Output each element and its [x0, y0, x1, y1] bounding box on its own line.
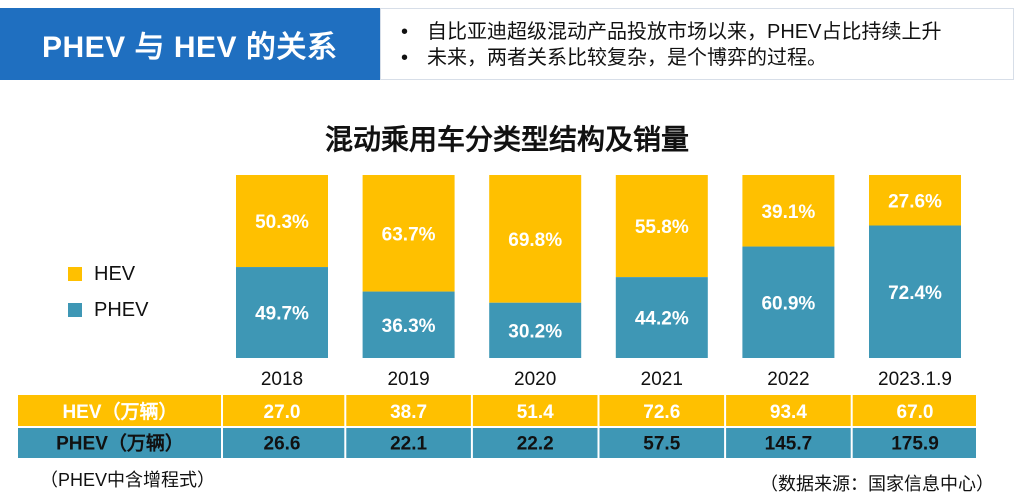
data-label-hev: 39.1%: [761, 202, 815, 223]
data-label-phev: 60.9%: [761, 293, 815, 314]
bar-phev: [489, 302, 582, 358]
bar-hev: [362, 175, 455, 292]
page-title: PHEV 与 HEV 的关系: [42, 31, 338, 64]
data-label-phev: 44.2%: [635, 309, 689, 330]
bar-hev: [615, 175, 708, 278]
table-row-label: PHEV（万辆）: [56, 432, 184, 455]
table-cell: 22.1: [390, 434, 427, 455]
footnote-left: （PHEV中含增程式）: [40, 470, 216, 490]
table-row-phev: [18, 427, 976, 458]
x-tick-label: 2018: [261, 369, 303, 390]
data-label-phev: 30.2%: [508, 321, 562, 342]
bullet-icon: •: [401, 21, 409, 43]
table-cell: 72.6: [643, 402, 680, 423]
bar-phev: [236, 267, 328, 358]
table-cell: 22.2: [517, 434, 554, 455]
table-cell: 27.0: [264, 402, 301, 423]
bar-phev: [362, 291, 455, 358]
bar-hev: [236, 175, 328, 268]
notes-box: • 自比亚迪超级混动产品投放市场以来，PHEV占比持续上升 • 未来，两者关系比较复…: [380, 8, 1014, 80]
x-tick-label: 2021: [641, 369, 683, 390]
table-row-hev: [18, 395, 976, 427]
table-cell: 38.7: [390, 402, 427, 423]
x-tick-label: 2023.1.9: [878, 369, 952, 390]
bar-hev: [742, 175, 835, 247]
legend-label-hev: HEV: [94, 262, 136, 285]
data-label-hev: 27.6%: [888, 191, 942, 212]
bar-phev: [615, 277, 708, 358]
legend-swatch-hev: [68, 267, 82, 281]
table-cell: 175.9: [891, 434, 939, 455]
legend-swatch-phev: [68, 303, 82, 317]
x-tick-label: 2019: [387, 369, 429, 390]
table-cell: 93.4: [770, 402, 807, 423]
table-cell: 145.7: [765, 434, 813, 455]
bar-hev: [489, 175, 582, 303]
data-label-phev: 72.4%: [888, 283, 942, 304]
note-item: • 自比亚迪超级混动产品投放市场以来，PHEV占比持续上升: [401, 19, 1013, 45]
table-cell: 67.0: [897, 402, 934, 423]
table-cell: 26.6: [264, 434, 301, 455]
data-label-hev: 50.3%: [255, 212, 309, 233]
table-cell: 57.5: [643, 434, 680, 455]
chart-title: 混动乘用车分类型结构及销量: [324, 124, 689, 155]
footnote-right: （数据来源：国家信息中心）: [760, 474, 994, 494]
bar-phev: [869, 225, 961, 358]
bar-phev: [742, 246, 835, 358]
note-item: • 未来，两者关系比较复杂，是个博弈的过程。: [401, 45, 1013, 71]
data-label-phev: 49.7%: [255, 304, 309, 325]
legend-item-hev: HEV: [68, 256, 148, 292]
legend-item-phev: PHEV: [68, 292, 148, 328]
chart-legend: HEV PHEV: [68, 256, 148, 328]
table-cell: 51.4: [517, 402, 554, 423]
data-label-hev: 55.8%: [635, 217, 689, 238]
note-text: 自比亚迪超级混动产品投放市场以来，PHEV占比持续上升: [427, 21, 942, 43]
data-label-hev: 63.7%: [382, 224, 436, 245]
legend-label-phev: PHEV: [94, 298, 149, 321]
note-text: 未来，两者关系比较复杂，是个博弈的过程。: [427, 47, 827, 69]
x-tick-label: 2022: [767, 369, 809, 390]
data-label-phev: 36.3%: [382, 316, 436, 337]
page-title-bar: PHEV 与 HEV 的关系: [0, 8, 380, 80]
x-tick-label: 2020: [514, 369, 556, 390]
data-label-hev: 69.8%: [508, 230, 562, 251]
table-row-label: HEV（万辆）: [62, 400, 177, 423]
bar-hev: [869, 175, 961, 226]
bullet-icon: •: [401, 47, 409, 69]
